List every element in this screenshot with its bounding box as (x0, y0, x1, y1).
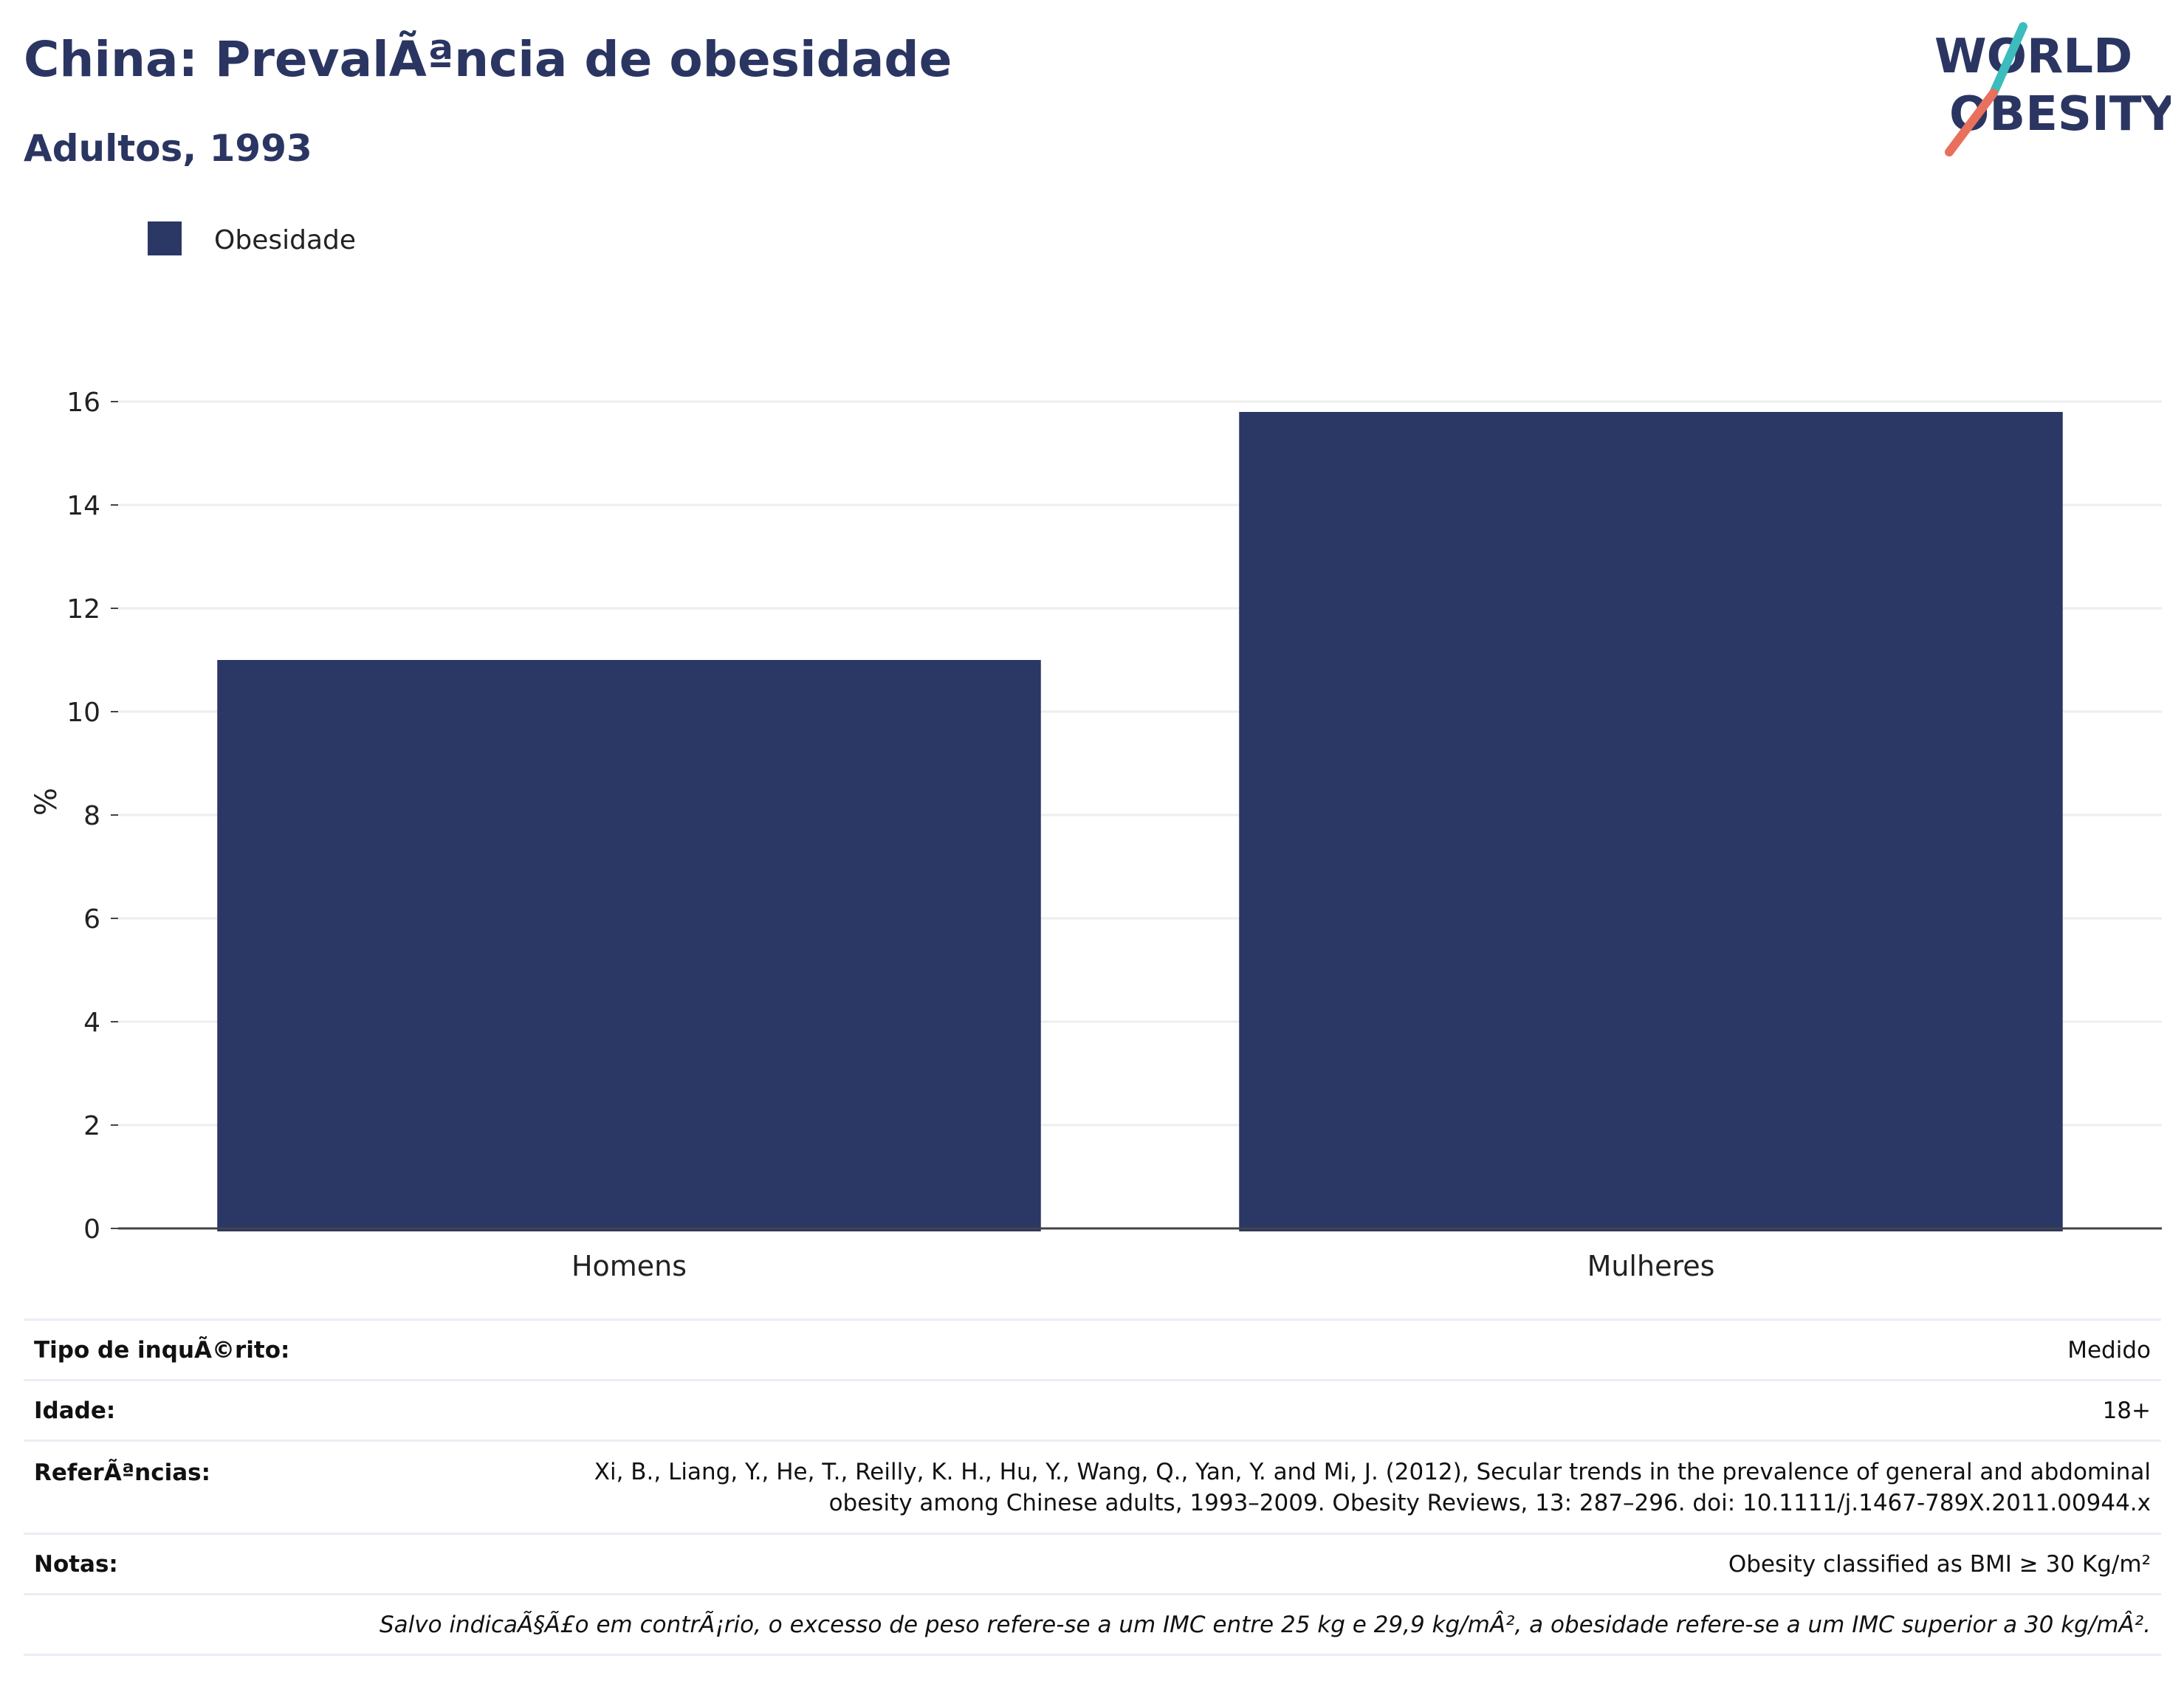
bars (217, 412, 2063, 1231)
x-category-label: Mulheres (1587, 1250, 1715, 1282)
y-axis-title: % (30, 788, 63, 816)
info-row-age: Idade: 18+ (24, 1379, 2161, 1441)
info-value: 18+ (340, 1379, 2161, 1441)
y-tick-label: 8 (83, 801, 100, 831)
info-table: Tipo de inquÃ©rito: Medido Idade: 18+ Re… (24, 1318, 2161, 1656)
info-row-notes: Notas: Obesity classified as BMI ≥ 30 Kg… (24, 1533, 2161, 1595)
y-tick-label: 6 (83, 904, 100, 935)
legend-label: Obesidade (214, 225, 356, 255)
info-key: Idade: (24, 1379, 340, 1441)
reference-line: obesity among Chinese adults, 1993–2009.… (828, 1489, 2151, 1516)
axes: 0 2 4 6 8 10 12 14 16 Homens Mulheres (66, 388, 2162, 1282)
bar-homens[interactable] (217, 660, 1041, 1231)
info-value: Xi, B., Liang, Y., He, T., Reilly, K. H.… (340, 1440, 2161, 1534)
y-tick-label: 16 (66, 388, 100, 418)
info-value: Obesity classified as BMI ≥ 30 Kg/m² (340, 1533, 2161, 1595)
logo-slash-coral (1945, 89, 1998, 157)
y-tick-label: 4 (83, 1008, 100, 1038)
chart-subtitle: Adultos, 1993 (24, 127, 312, 170)
legend-swatch (148, 221, 182, 255)
y-tick-label: 14 (66, 491, 100, 521)
bar-chart: 0 2 4 6 8 10 12 14 16 Homens Mulheres Obesidade % (30, 221, 2162, 1282)
bar-mulheres[interactable] (1239, 412, 2063, 1231)
info-row-survey-type: Tipo de inquÃ©rito: Medido (24, 1318, 2161, 1381)
x-category-label: Homens (571, 1250, 687, 1282)
info-value: Medido (340, 1318, 2161, 1381)
y-tick-label: 0 (83, 1214, 100, 1245)
world-obesity-logo: WORLD OBESITY (1934, 22, 2171, 157)
info-key: Notas: (24, 1533, 340, 1595)
logo-slash-teal (1989, 22, 2027, 97)
reference-line: Xi, B., Liang, Y., He, T., Reilly, K. H.… (594, 1458, 2151, 1485)
info-row-references: ReferÃªncias: Xi, B., Liang, Y., He, T.,… (24, 1440, 2161, 1534)
info-row-footnote: Salvo indicaÃ§Ã£o em contrÃ¡rio, o exces… (24, 1593, 2161, 1656)
y-tick-label: 12 (66, 594, 100, 625)
footnote: Salvo indicaÃ§Ã£o em contrÃ¡rio, o exces… (24, 1593, 2161, 1656)
legend[interactable]: Obesidade (148, 221, 356, 255)
logo-text-world: WORLD (1934, 30, 2132, 84)
info-key: Tipo de inquÃ©rito: (24, 1318, 340, 1381)
y-tick-label: 2 (83, 1111, 100, 1141)
chart-title: China: PrevalÃªncia de obesidade (24, 31, 952, 88)
y-tick-label: 10 (66, 698, 100, 728)
info-key: ReferÃªncias: (24, 1440, 340, 1534)
